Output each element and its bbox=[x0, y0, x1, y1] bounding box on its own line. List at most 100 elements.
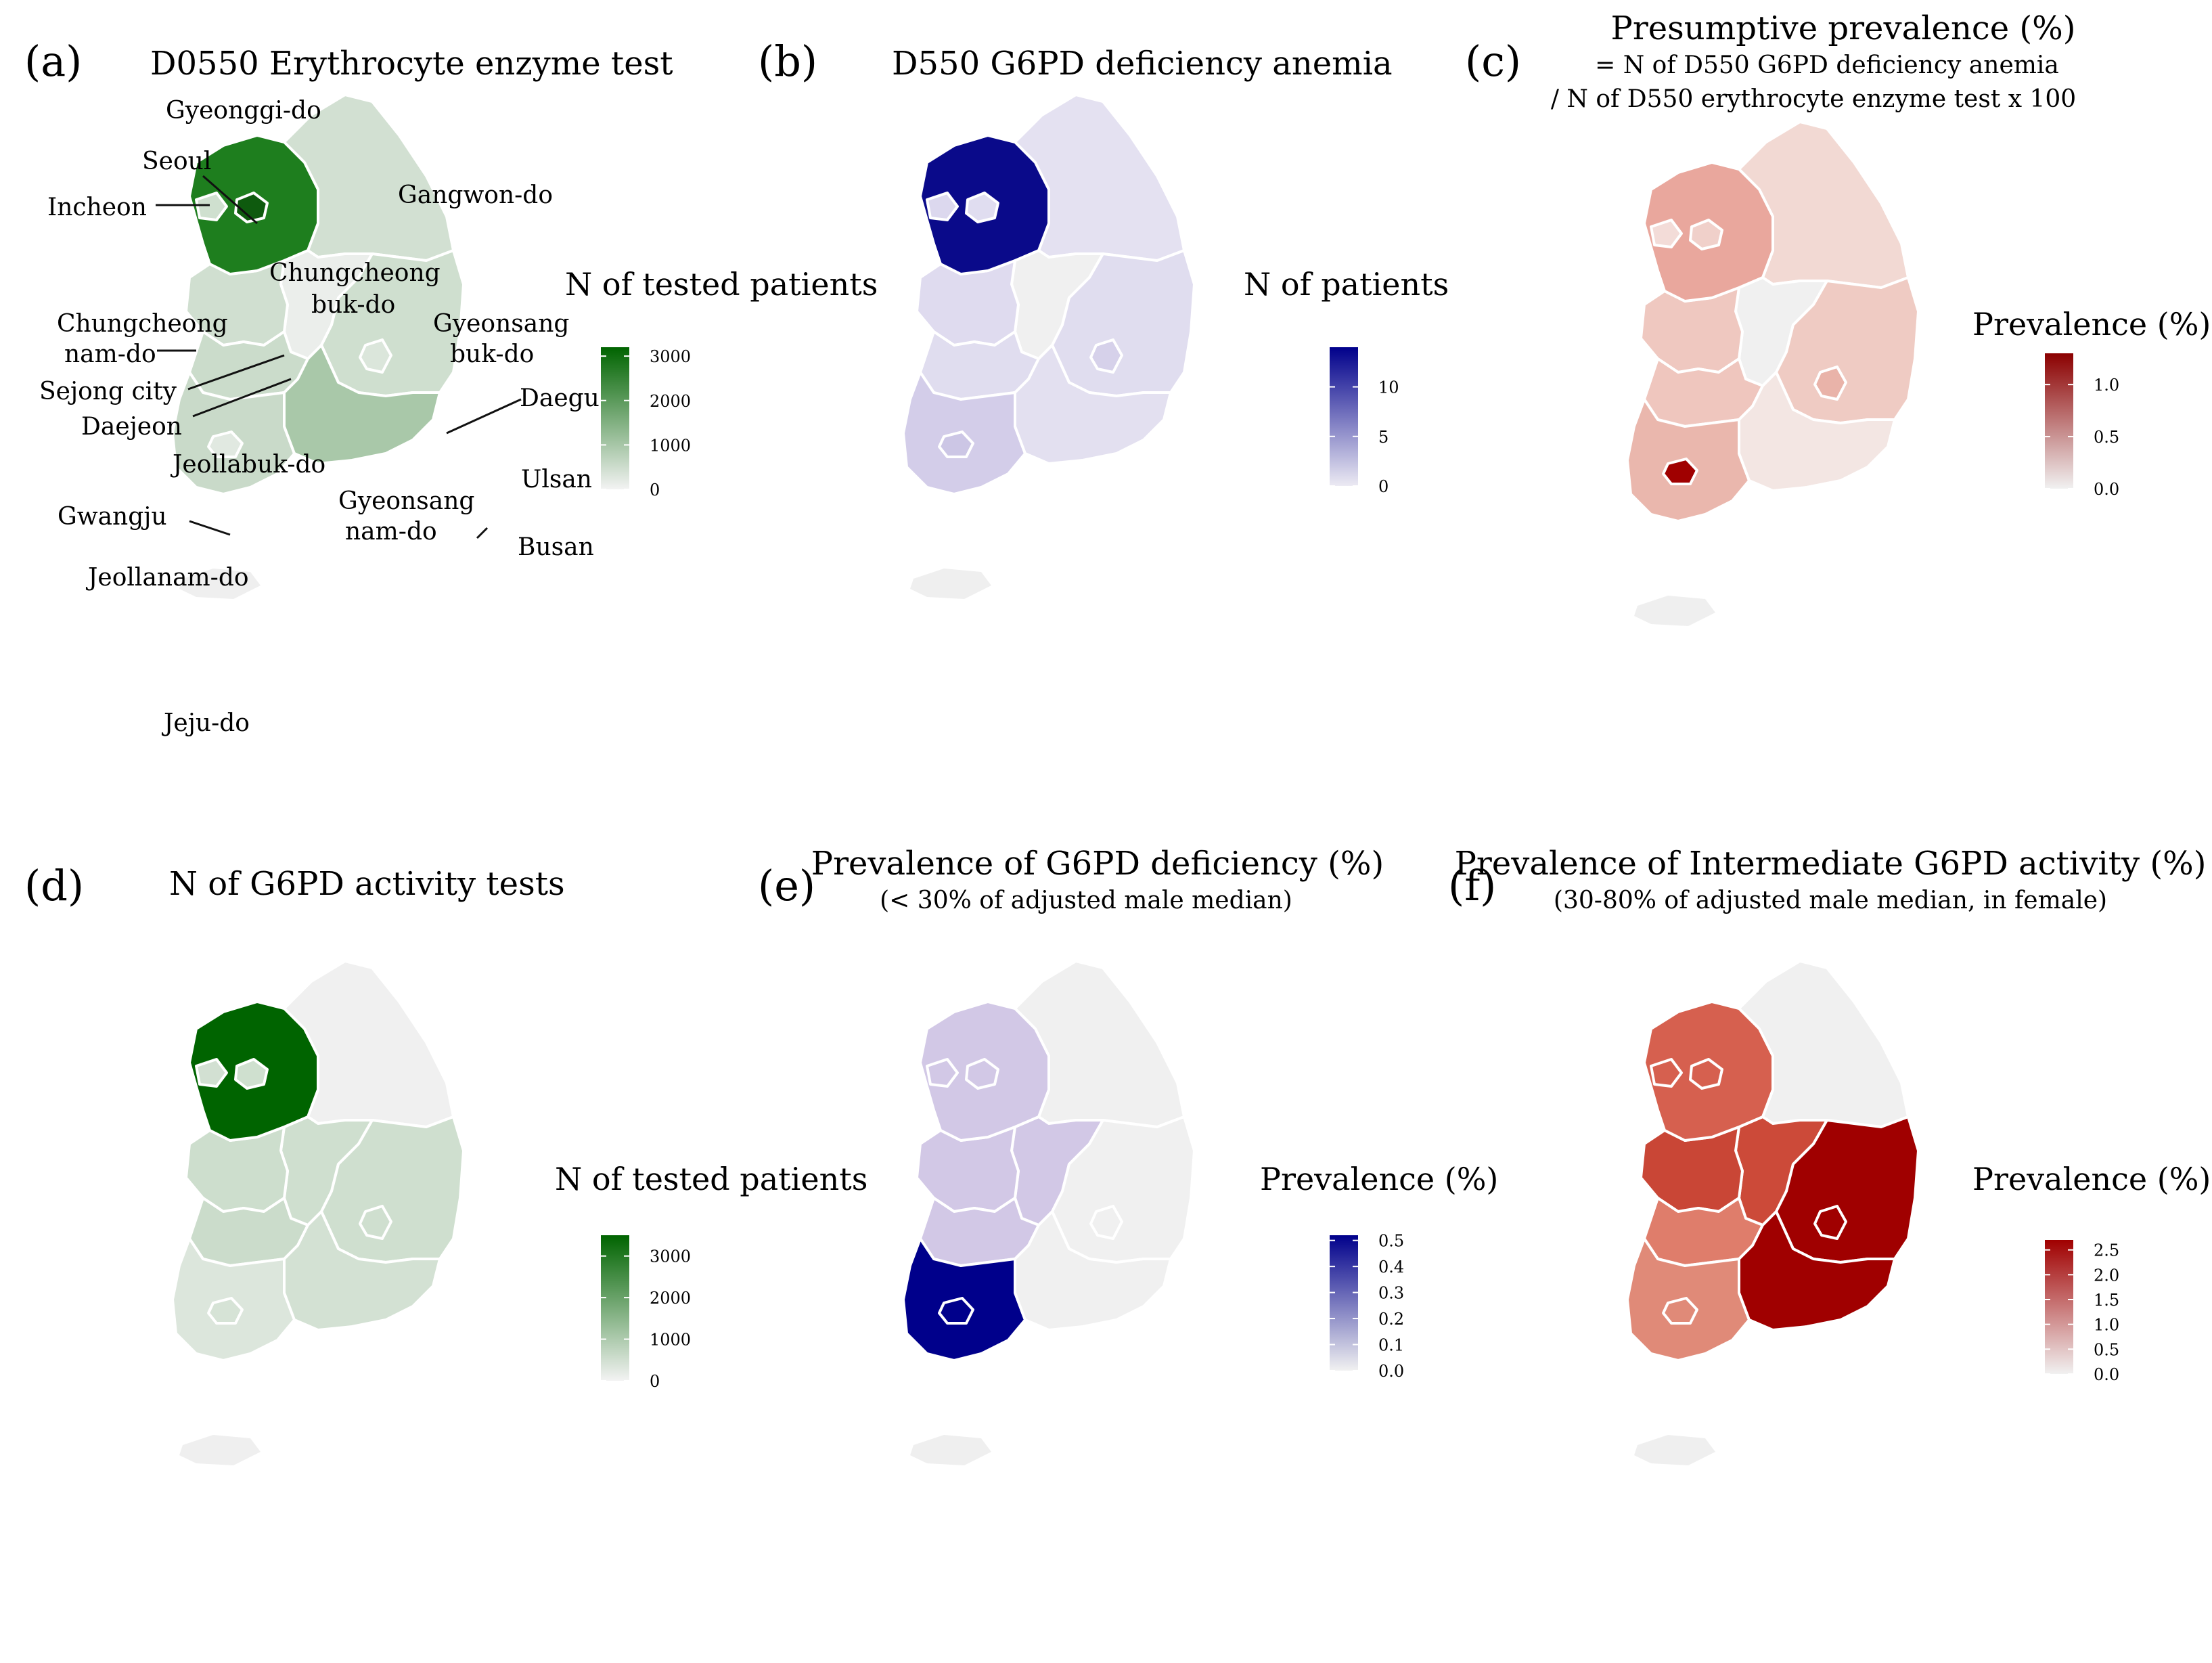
label-daegu: Daegu bbox=[520, 384, 600, 412]
panel-e-map bbox=[902, 960, 1196, 1465]
label-sejong: Sejong city bbox=[39, 378, 177, 405]
legend-tick-label: 0 bbox=[650, 481, 660, 500]
panel-b-legend-title: N of patients bbox=[1244, 266, 1449, 303]
legend-tick-label: 1000 bbox=[650, 1331, 691, 1350]
label-chungbuk-1: Chungcheong bbox=[269, 259, 441, 287]
label-gangwon: Gangwon-do bbox=[398, 181, 553, 209]
province-labels: Gyeonggi-do Seoul Incheon Gangwon-do Chu… bbox=[39, 97, 600, 737]
label-busan: Busan bbox=[518, 533, 594, 561]
legend-tick-label: 1.0 bbox=[2094, 376, 2119, 395]
panel-c-tag: (c) bbox=[1465, 37, 1521, 86]
panel-f: (f) Prevalence of Intermediate G6PD acti… bbox=[1448, 845, 2211, 1465]
label-daejeon: Daejeon bbox=[81, 413, 182, 441]
region-jeju bbox=[179, 1435, 261, 1465]
leader-lines bbox=[156, 175, 522, 539]
label-chungnam-2: nam-do bbox=[64, 340, 156, 368]
legend-colorbar bbox=[2045, 353, 2073, 489]
label-chungbuk-2: buk-do bbox=[311, 291, 395, 319]
legend-tick-label: 3000 bbox=[650, 347, 691, 366]
label-jeju: Jeju-do bbox=[161, 709, 250, 737]
legend-tick-label: 0 bbox=[650, 1372, 660, 1391]
legend-colorbar bbox=[2045, 1240, 2073, 1374]
legend-tick-label: 0.3 bbox=[1378, 1284, 1404, 1303]
panel-c-subtitle-1: = N of D550 G6PD deficiency anemia bbox=[1595, 51, 2059, 79]
panel-c-title: Presumptive prevalence (%) bbox=[1611, 9, 2076, 47]
label-gyeongnam-2: nam-do bbox=[345, 518, 437, 546]
legend-tick-label: 0 bbox=[1378, 477, 1389, 496]
legend-tick-label: 2.5 bbox=[2094, 1241, 2119, 1260]
panel-e-legend-title: Prevalence (%) bbox=[1260, 1161, 1498, 1197]
legend-tick-label: 5 bbox=[1378, 428, 1389, 447]
panel-f-legend-title: Prevalence (%) bbox=[1972, 1161, 2211, 1197]
legend-tick-label: 0.0 bbox=[1378, 1362, 1404, 1381]
legend-colorbar bbox=[601, 347, 629, 489]
panel-e: (e) Prevalence of G6PD deficiency (%) (<… bbox=[758, 845, 1498, 1465]
legend-tick-label: 0.0 bbox=[2094, 1365, 2119, 1384]
panel-e-subtitle: (< 30% of adjusted male median) bbox=[880, 887, 1292, 914]
label-gyeongbuk-2: buk-do bbox=[450, 340, 534, 368]
panel-c: (c) Presumptive prevalence (%) = N of D5… bbox=[1465, 9, 2211, 626]
region-jeju bbox=[1634, 1435, 1715, 1465]
legend-tick-label: 0.2 bbox=[1378, 1310, 1404, 1329]
panel-f-map bbox=[1626, 960, 1920, 1465]
panel-b-title: D550 G6PD deficiency anemia bbox=[892, 45, 1393, 83]
panel-c-legend: 1.0 0.5 0.0 bbox=[2045, 353, 2119, 499]
label-gwangju: Gwangju bbox=[58, 503, 167, 531]
panel-b-tag: (b) bbox=[758, 37, 817, 86]
panel-b-map bbox=[902, 93, 1196, 599]
legend-tick-label: 2.0 bbox=[2094, 1266, 2119, 1285]
legend-tick-label: 0.5 bbox=[2094, 428, 2119, 447]
panel-e-legend: 0.5 0.4 0.3 0.2 0.1 0.0 bbox=[1330, 1232, 1404, 1381]
panel-f-title: Prevalence of Intermediate G6PD activity… bbox=[1455, 845, 2207, 883]
panel-d-legend: 3000 2000 1000 0 bbox=[601, 1235, 691, 1391]
region-jeju bbox=[1634, 596, 1715, 626]
panel-d-legend-title: N of tested patients bbox=[555, 1161, 867, 1197]
legend-tick-label: 10 bbox=[1378, 378, 1399, 397]
label-gyeongnam-1: Gyeonsang bbox=[338, 487, 474, 515]
legend-colorbar bbox=[601, 1235, 629, 1381]
panel-c-subtitle-2: / N of D550 erythrocyte enzyme test x 10… bbox=[1551, 85, 2076, 113]
panel-c-map bbox=[1626, 120, 1920, 626]
legend-tick-label: 0.5 bbox=[1378, 1232, 1404, 1251]
panel-a-tag: (a) bbox=[24, 37, 82, 86]
legend-tick-label: 1000 bbox=[650, 436, 691, 455]
panel-a: (a) D0550 Erythrocyte enzyme test bbox=[24, 37, 878, 737]
panel-d-tag: (d) bbox=[24, 861, 84, 910]
panel-f-legend: 2.5 2.0 1.5 1.0 0.5 0.0 bbox=[2045, 1240, 2119, 1384]
legend-tick-label: 1.0 bbox=[2094, 1316, 2119, 1335]
panel-f-tag: (f) bbox=[1448, 861, 1496, 910]
legend-tick-label: 0.5 bbox=[2094, 1340, 2119, 1359]
legend-tick-label: 0.4 bbox=[1378, 1258, 1404, 1277]
panel-a-legend: 3000 2000 1000 0 bbox=[601, 347, 691, 500]
region-jeju bbox=[910, 569, 991, 599]
panel-a-title: D0550 Erythrocyte enzyme test bbox=[150, 45, 673, 83]
panel-e-title: Prevalence of G6PD deficiency (%) bbox=[811, 845, 1384, 883]
legend-tick-label: 0.0 bbox=[2094, 480, 2119, 499]
legend-colorbar bbox=[1330, 347, 1358, 486]
legend-tick-label: 2000 bbox=[650, 392, 691, 411]
label-chungnam-1: Chungcheong bbox=[57, 310, 228, 338]
legend-tick-label: 0.1 bbox=[1378, 1336, 1404, 1355]
panel-c-legend-title: Prevalence (%) bbox=[1972, 306, 2211, 342]
panel-b: (b) D550 G6PD deficiency anemia N of pat… bbox=[758, 37, 1449, 599]
region-jeju bbox=[910, 1435, 991, 1465]
panel-a-legend-title: N of tested patients bbox=[565, 266, 878, 303]
label-jeonnam: Jeollanam-do bbox=[85, 564, 249, 592]
label-gyeongbuk-1: Gyeonsang bbox=[433, 310, 569, 338]
legend-tick-label: 1.5 bbox=[2094, 1291, 2119, 1310]
panel-d: (d) N of G6PD activity tests N of tested… bbox=[24, 861, 867, 1465]
legend-colorbar bbox=[1330, 1235, 1358, 1371]
panel-f-subtitle: (30-80% of adjusted male median, in fema… bbox=[1554, 887, 2107, 914]
label-incheon: Incheon bbox=[47, 194, 147, 221]
legend-tick-label: 3000 bbox=[650, 1247, 691, 1266]
panel-d-map bbox=[171, 960, 465, 1465]
panel-e-tag: (e) bbox=[758, 861, 815, 910]
panel-b-legend: 10 5 0 bbox=[1330, 347, 1399, 496]
label-gyeonggi: Gyeonggi-do bbox=[166, 97, 321, 125]
panel-d-title: N of G6PD activity tests bbox=[169, 865, 565, 903]
label-seoul: Seoul bbox=[142, 148, 211, 175]
legend-tick-label: 2000 bbox=[650, 1289, 691, 1308]
label-ulsan: Ulsan bbox=[521, 466, 592, 493]
label-jeonbuk: Jeollabuk-do bbox=[170, 451, 325, 479]
